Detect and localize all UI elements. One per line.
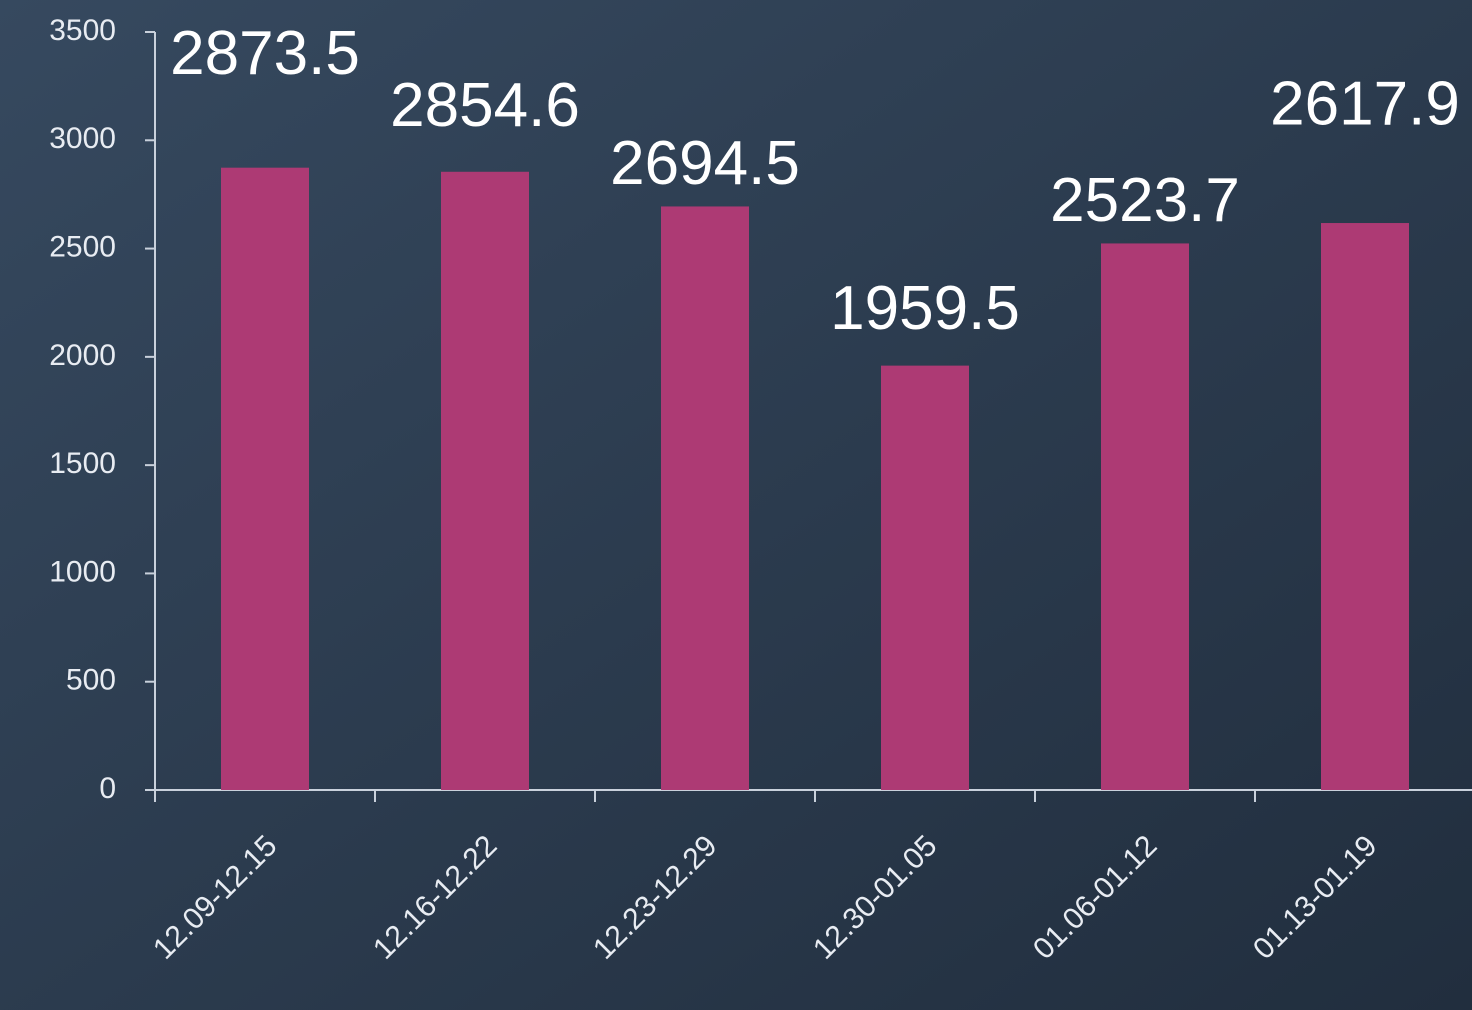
y-tick-label: 1000 <box>49 555 116 588</box>
bar <box>1101 243 1189 790</box>
data-label: 2854.6 <box>390 71 580 140</box>
y-tick-label: 0 <box>99 772 116 805</box>
y-tick-label: 2000 <box>49 339 116 372</box>
data-label: 2617.9 <box>1270 69 1460 138</box>
bar <box>441 171 529 790</box>
data-label: 2873.5 <box>170 19 360 88</box>
y-tick-label: 500 <box>66 664 116 697</box>
y-tick-label: 3000 <box>49 122 116 155</box>
y-tick-label: 1500 <box>49 447 116 480</box>
data-label: 1959.5 <box>830 274 1020 343</box>
y-tick-label: 2500 <box>49 230 116 263</box>
y-tick-label: 3500 <box>49 14 116 47</box>
data-label: 2523.7 <box>1050 166 1240 235</box>
bar <box>661 206 749 790</box>
data-label: 2694.5 <box>610 129 800 198</box>
bar <box>881 365 969 790</box>
bar <box>1321 223 1409 790</box>
bar <box>221 167 309 790</box>
